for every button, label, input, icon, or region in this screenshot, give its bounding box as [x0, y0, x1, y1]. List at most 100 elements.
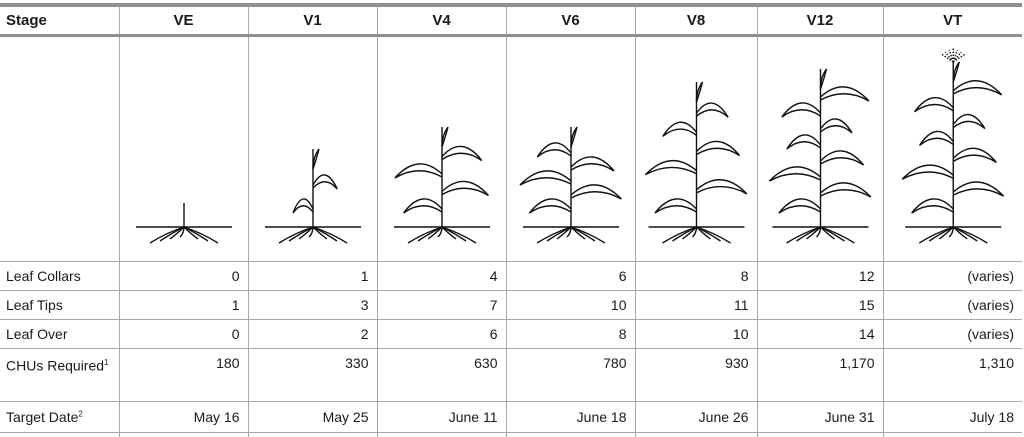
row-label-text: CHUs Required	[6, 358, 104, 374]
corn-plant-tassel-icon	[884, 37, 1023, 261]
row-label: CHUs Required1	[0, 349, 119, 402]
leaf	[696, 82, 702, 102]
header-v1: V1	[248, 5, 377, 36]
cell: 10	[635, 320, 757, 349]
table-continuation	[0, 433, 1022, 437]
root	[571, 227, 605, 243]
cell: 0	[119, 262, 248, 291]
leaf	[662, 122, 696, 136]
leaf	[696, 180, 746, 194]
leaf	[769, 167, 820, 181]
corn-plant-icon	[378, 37, 506, 261]
leaf	[953, 62, 959, 82]
root	[672, 227, 696, 241]
corn-plant-icon	[758, 37, 883, 261]
leaf	[781, 103, 820, 117]
cell: 1	[119, 291, 248, 320]
tassel	[953, 52, 961, 62]
root	[313, 227, 337, 241]
root	[184, 227, 218, 243]
plant-illustration-ve	[119, 36, 248, 262]
header-v6: V6	[506, 5, 635, 36]
leaf	[902, 165, 953, 179]
root	[820, 227, 844, 241]
cell	[635, 433, 757, 437]
cell: June 11	[377, 402, 506, 433]
root	[571, 227, 595, 241]
leaf	[313, 175, 337, 189]
leaf	[953, 182, 1003, 196]
row-label: Leaf Over	[0, 320, 119, 349]
row-label-text: Target Date	[6, 409, 78, 425]
leaf	[442, 127, 448, 147]
cell: 1,170	[757, 349, 883, 402]
root	[796, 227, 820, 241]
leaf	[293, 199, 313, 213]
cell: 12	[757, 262, 883, 291]
row-label: Leaf Collars	[0, 262, 119, 291]
cell: 630	[377, 349, 506, 402]
leaf	[914, 98, 953, 112]
leaf	[820, 151, 863, 165]
leaf	[696, 103, 728, 117]
plant-illustration-v1	[248, 36, 377, 262]
corn-plant-icon	[636, 37, 757, 261]
leaf	[820, 183, 870, 197]
plant-illustration-v12	[757, 36, 883, 262]
cell: May 25	[248, 402, 377, 433]
cell: 330	[248, 349, 377, 402]
cell	[248, 433, 377, 437]
leaf	[442, 181, 488, 195]
plant-illustration-vt	[883, 36, 1022, 262]
footnote-marker: 2	[78, 409, 82, 418]
leaf	[953, 115, 985, 129]
row-label: Leaf Tips	[0, 291, 119, 320]
header-vt: VT	[883, 5, 1022, 36]
illustration-row	[0, 36, 1022, 262]
leaf	[571, 127, 577, 147]
leaf	[519, 171, 570, 185]
leaf	[313, 149, 319, 169]
leaf	[442, 146, 482, 160]
root	[696, 227, 730, 243]
leaf	[786, 135, 820, 149]
plant-illustration-v8	[635, 36, 757, 262]
table-row-leaf-over: Leaf Over 0 2 6 8 10 14 (varies)	[0, 320, 1022, 349]
cell	[757, 433, 883, 437]
root	[442, 227, 476, 243]
table-row-leaf-tips: Leaf Tips 1 3 7 10 11 15 (varies)	[0, 291, 1022, 320]
root	[820, 227, 854, 243]
cell: 7	[377, 291, 506, 320]
cell: 6	[506, 262, 635, 291]
leaf	[537, 143, 571, 157]
root	[313, 227, 347, 243]
cell: (varies)	[883, 262, 1022, 291]
empty-cell	[0, 36, 119, 262]
root	[418, 227, 442, 241]
tassel	[945, 52, 953, 62]
cell: 780	[506, 349, 635, 402]
corn-plant-icon	[507, 37, 635, 261]
header-stage: Stage	[0, 5, 119, 36]
cell: 0	[119, 320, 248, 349]
plant-illustration-v6	[506, 36, 635, 262]
cell: 1	[248, 262, 377, 291]
root	[953, 227, 987, 243]
root	[289, 227, 313, 241]
cell: 180	[119, 349, 248, 402]
cell: 14	[757, 320, 883, 349]
cell: 2	[248, 320, 377, 349]
cell: June 18	[506, 402, 635, 433]
leaf	[820, 119, 852, 133]
row-label: Target Date2	[0, 402, 119, 433]
cell: July 18	[883, 402, 1022, 433]
leaf	[820, 87, 868, 101]
cell	[119, 433, 248, 437]
root	[184, 227, 208, 241]
corn-growth-stage-table: Stage VE V1 V4 V6 V8 V12 VT Leaf Collars…	[0, 3, 1022, 437]
cell: 8	[635, 262, 757, 291]
cell: 10	[506, 291, 635, 320]
leaf	[529, 199, 571, 213]
header-ve: VE	[119, 5, 248, 36]
plant-illustration-v4	[377, 36, 506, 262]
